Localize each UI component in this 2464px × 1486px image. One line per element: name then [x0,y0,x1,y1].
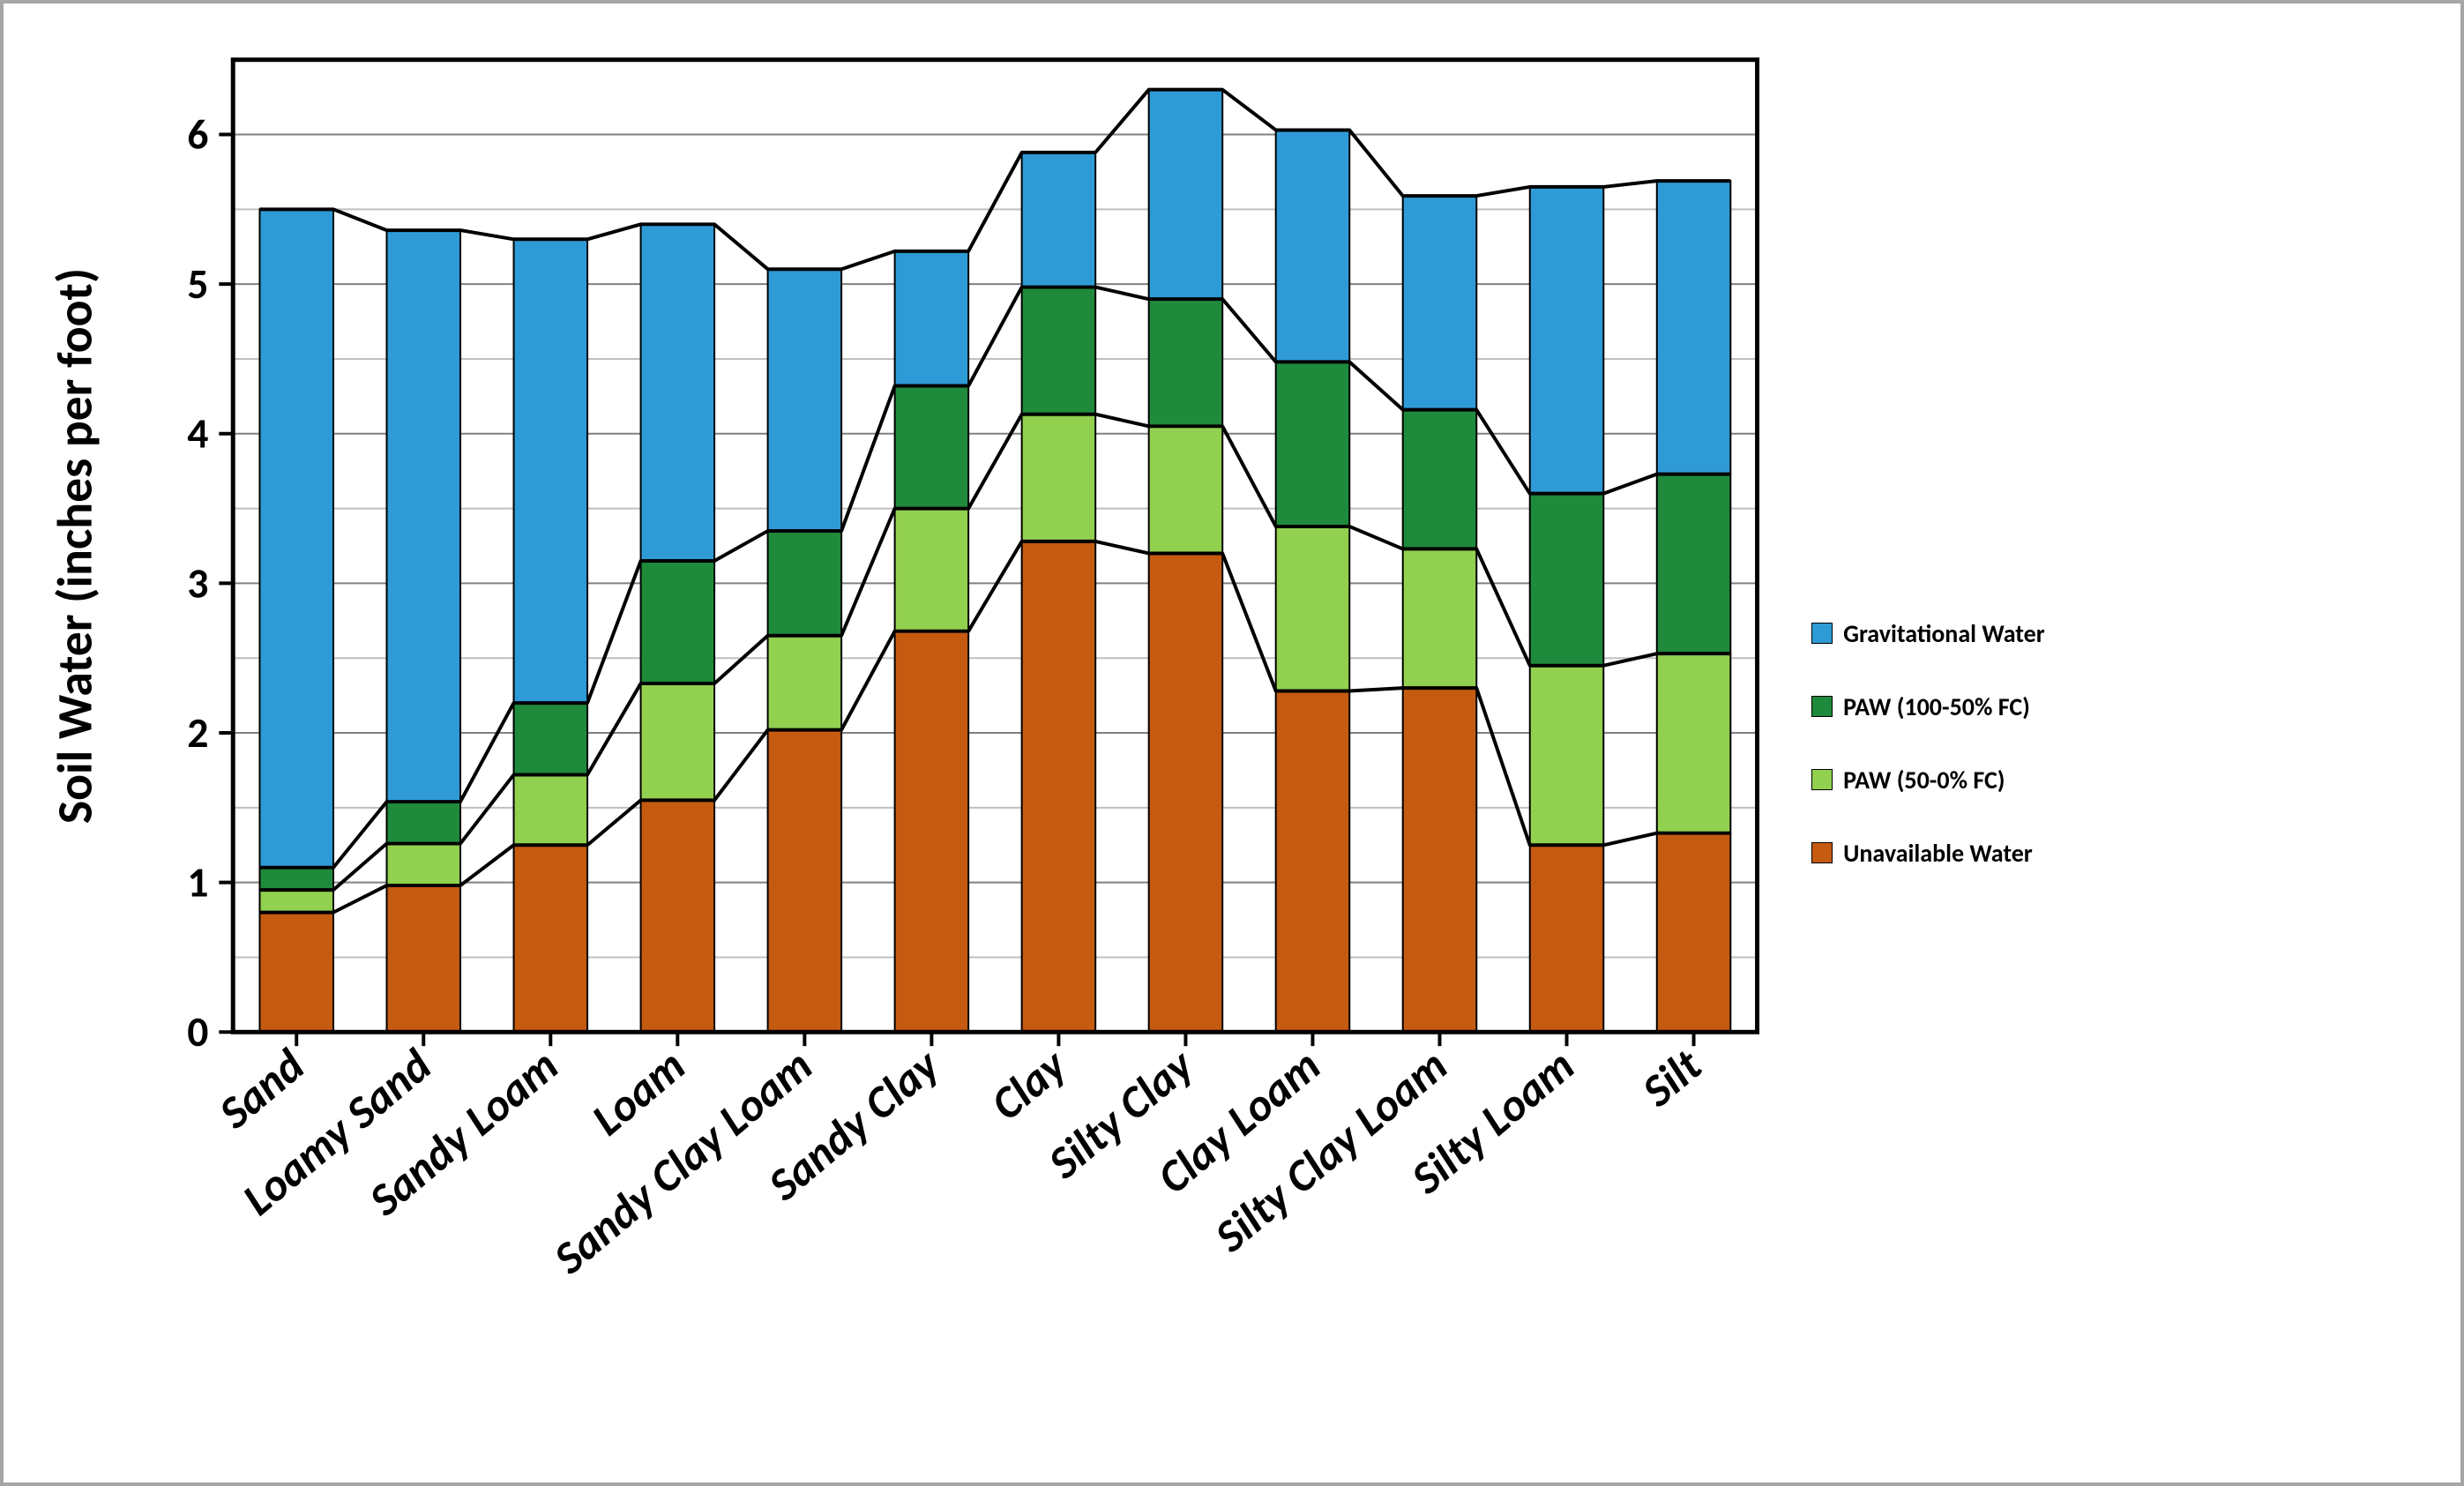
bar-segment-gravitational [1657,181,1731,474]
bar-segment-paw_high [259,868,333,890]
bar-segment-unavailable [1530,845,1604,1032]
bar-segment-unavailable [387,885,461,1032]
soil-water-chart: 0123456SandLoamy SandSandy LoamLoamSandy… [25,25,1790,1461]
bar-segment-paw_low [641,683,715,800]
y-tick-label: 6 [187,108,208,160]
bar-segment-paw_high [1403,410,1477,549]
bar-segment-paw_low [259,890,333,912]
chart-column: 0123456SandLoamy SandSandy LoamLoamSandy… [25,25,1790,1461]
bar-segment-unavailable [259,913,333,1033]
bar-segment-paw_low [514,775,588,846]
y-tick-label: 4 [187,408,208,459]
legend-item-paw-low: PAW (50-0% FC) [1811,765,2439,795]
legend-label: PAW (100-50% FC) [1843,691,2030,722]
bar-segment-gravitational [259,209,333,867]
legend-swatch-icon [1811,623,1833,644]
bar-segment-paw_low [1276,526,1350,691]
chart-frame: 0123456SandLoamy SandSandy LoamLoamSandy… [0,0,2464,1486]
category-label: Sand [207,1037,316,1140]
y-tick-label: 5 [187,258,208,310]
bar-segment-unavailable [1276,691,1350,1033]
legend-item-paw-high: PAW (100-50% FC) [1811,691,2439,722]
bar-segment-paw_high [514,703,588,774]
bar-segment-paw_high [1149,299,1223,426]
bar-segment-paw_high [1530,494,1604,666]
bar-segment-paw_low [1530,666,1604,846]
bar-segment-unavailable [1403,688,1477,1032]
bar-segment-unavailable [641,800,715,1032]
bar-segment-gravitational [514,239,588,703]
legend-swatch-icon [1811,696,1833,717]
legend-item-gravitational: Gravitational Water [1811,618,2439,649]
bar-segment-paw_high [895,386,969,509]
legend-label: Unavailable Water [1843,838,2033,869]
bar-segment-paw_high [641,561,715,683]
legend-swatch-icon [1811,769,1833,790]
category-label: Silt [1631,1037,1714,1119]
bar-segment-paw_high [387,802,461,843]
legend: Gravitational Water PAW (100-50% FC) PAW… [1790,25,2439,1461]
bar-segment-gravitational [387,230,461,802]
category-label: Clay [980,1036,1079,1131]
bar-segment-unavailable [1657,833,1731,1033]
bar-segment-paw_high [1276,362,1350,526]
bar-segment-gravitational [1022,153,1096,287]
bar-segment-unavailable [895,631,969,1033]
bar-segment-paw_low [1657,653,1731,833]
bar-segment-unavailable [1022,541,1096,1032]
bar-segment-paw_high [1022,287,1096,414]
y-tick-label: 2 [187,707,208,758]
bar-segment-paw_low [1022,414,1096,541]
y-tick-label: 1 [187,857,208,908]
bar-segment-gravitational [895,251,969,386]
bar-segment-gravitational [1530,187,1604,494]
y-tick-label: 0 [187,1006,208,1057]
bar-segment-paw_high [768,531,842,636]
bar-segment-paw_low [895,509,969,631]
y-tick-label: 3 [187,557,208,609]
legend-label: Gravitational Water [1843,618,2045,649]
bar-segment-gravitational [641,224,715,561]
bar-segment-paw_high [1657,474,1731,654]
bar-segment-gravitational [768,269,842,531]
bar-segment-unavailable [514,845,588,1032]
legend-item-unavailable: Unavailable Water [1811,838,2439,869]
bar-segment-gravitational [1149,90,1223,299]
bar-segment-paw_low [1149,426,1223,553]
legend-swatch-icon [1811,842,1833,863]
bar-segment-gravitational [1276,130,1350,362]
bar-segment-paw_low [1403,549,1477,688]
chart-layout: 0123456SandLoamy SandSandy LoamLoamSandy… [25,25,2439,1461]
bar-segment-unavailable [1149,553,1223,1032]
bar-segment-paw_low [768,636,842,730]
bar-segment-unavailable [768,730,842,1033]
legend-label: PAW (50-0% FC) [1843,765,2005,795]
y-axis-title: Soil Water (inches per foot) [44,268,104,824]
bar-segment-paw_low [387,844,461,885]
bar-segment-gravitational [1403,196,1477,410]
